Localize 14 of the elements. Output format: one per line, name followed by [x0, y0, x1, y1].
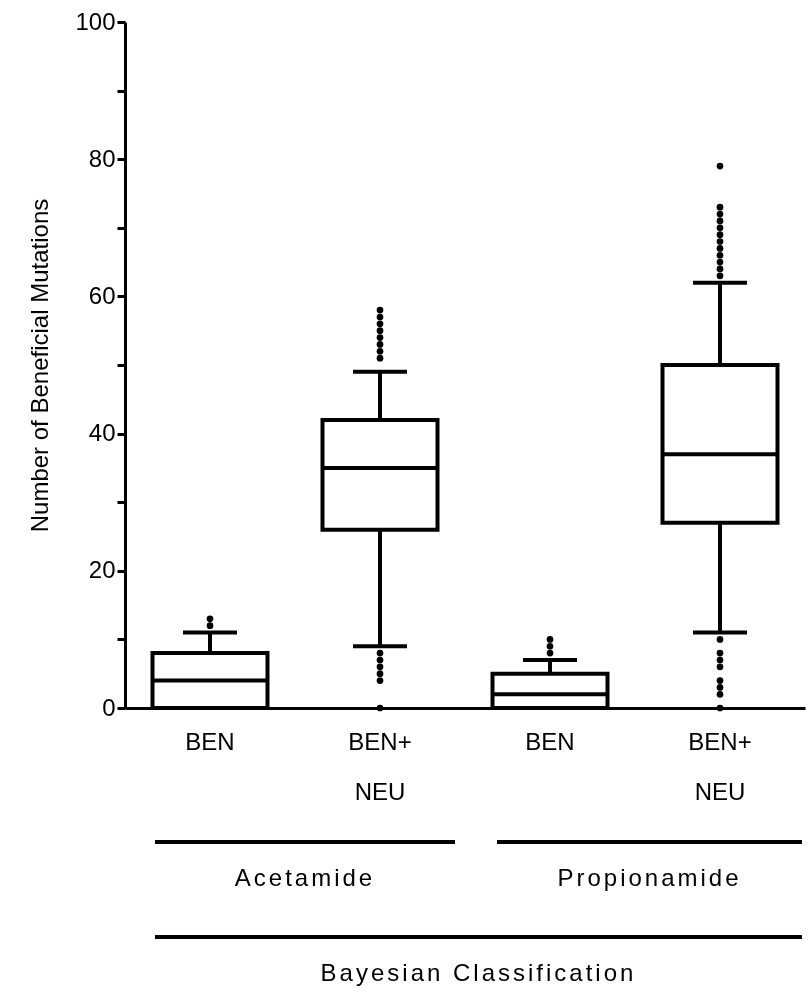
- y-tick-label: 100: [75, 7, 116, 35]
- x-tick-label: BEN: [525, 727, 575, 755]
- y-tick-label: 0: [102, 693, 116, 721]
- y-tick-label: 60: [88, 281, 116, 309]
- text: Bayesian Classification: [155, 935, 802, 987]
- text: Acetamide: [155, 840, 455, 892]
- y-tick-label: 80: [88, 144, 116, 172]
- y-axis-title: Number of Beneficial Mutations: [26, 198, 54, 533]
- x-tick-label: BEN+ NEU: [348, 727, 412, 805]
- x-tick-label: BEN+ NEU: [688, 727, 752, 805]
- text: Propionamide: [497, 840, 802, 892]
- x-tick-label: BEN: [185, 727, 235, 755]
- y-tick-label: 40: [88, 419, 116, 447]
- y-tick-label: 20: [88, 556, 116, 584]
